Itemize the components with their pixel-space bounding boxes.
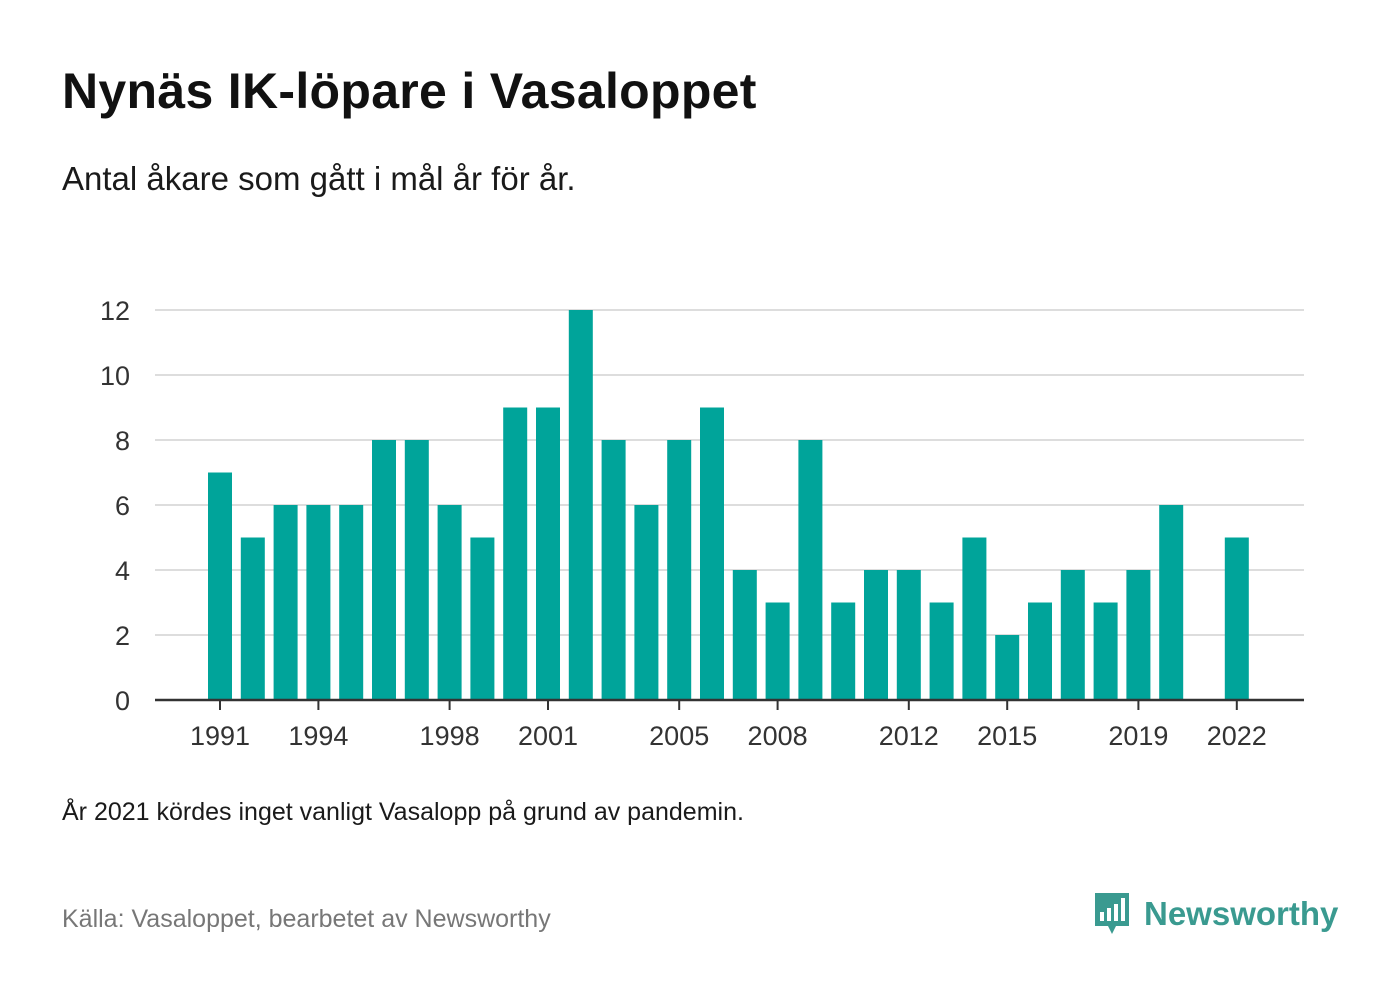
bar-1996 <box>372 440 396 700</box>
x-tick-label: 2012 <box>879 721 939 751</box>
source-text: Källa: Vasaloppet, bearbetet av Newswort… <box>62 905 551 933</box>
bar-2022 <box>1224 537 1249 700</box>
y-tick-label: 8 <box>115 426 130 456</box>
bar-2011 <box>864 570 888 700</box>
x-tick-label: 2015 <box>977 721 1037 751</box>
brand-logo: Newsworthy <box>1092 890 1338 938</box>
bar-1998 <box>437 505 462 700</box>
x-tick-label: 2019 <box>1108 721 1168 751</box>
bar-2014 <box>962 537 987 700</box>
bar-1991 <box>208 472 232 700</box>
bar-2013 <box>929 602 954 700</box>
y-axis-ticks: 0 2 4 6 8 10 12 <box>100 296 130 716</box>
x-tick-label: 1994 <box>288 721 348 751</box>
bar-2004 <box>634 505 659 700</box>
bar-2008 <box>765 602 790 700</box>
bar-1999 <box>470 537 495 700</box>
x-tick-label: 2008 <box>748 721 808 751</box>
x-tick-label: 1991 <box>190 721 250 751</box>
bar-2006 <box>700 407 724 700</box>
bar-1992 <box>240 537 265 700</box>
chart-title: Nynäs IK-löpare i Vasaloppet <box>62 63 757 119</box>
chart-subtitle: Antal åkare som gått i mål år för år. <box>62 160 576 197</box>
bar-2002 <box>568 310 593 700</box>
bar-1995 <box>339 505 364 700</box>
bar-2020 <box>1159 505 1184 700</box>
bar-2003 <box>601 440 626 700</box>
bar-1993 <box>273 505 298 700</box>
x-tick-label: 2022 <box>1207 721 1267 751</box>
y-tick-label: 0 <box>115 686 130 716</box>
bar-2010 <box>831 602 856 700</box>
bar-2009 <box>798 440 823 700</box>
x-tick-label: 2001 <box>518 721 578 751</box>
x-tick-label: 2005 <box>649 721 709 751</box>
chart-note: År 2021 kördes inget vanligt Vasalopp på… <box>62 798 744 826</box>
brand-name: Newsworthy <box>1144 895 1339 932</box>
x-tick-label: 1998 <box>420 721 480 751</box>
bar-2017 <box>1060 570 1085 700</box>
bar-1994 <box>306 505 331 700</box>
y-tick-label: 4 <box>115 556 130 586</box>
bar-1997 <box>404 440 429 700</box>
bar-2005 <box>667 440 692 700</box>
y-tick-label: 12 <box>100 296 130 326</box>
bar-2016 <box>1028 602 1052 700</box>
y-tick-label: 10 <box>100 361 130 391</box>
bar-2018 <box>1093 602 1118 700</box>
y-tick-label: 2 <box>115 621 130 651</box>
x-axis-ticks: 1991 1994 1998 2001 2005 2008 2012 2015 2019 2022 <box>190 700 1267 751</box>
bar-2001 <box>536 407 560 700</box>
y-tick-label: 6 <box>115 491 130 521</box>
bar-2015 <box>995 635 1020 700</box>
bar-2012 <box>896 570 921 700</box>
bars <box>208 310 1249 700</box>
bar-2000 <box>503 407 528 700</box>
bar-2019 <box>1126 570 1151 700</box>
newsworthy-logo-icon <box>1095 893 1129 934</box>
bar-2007 <box>732 570 757 700</box>
